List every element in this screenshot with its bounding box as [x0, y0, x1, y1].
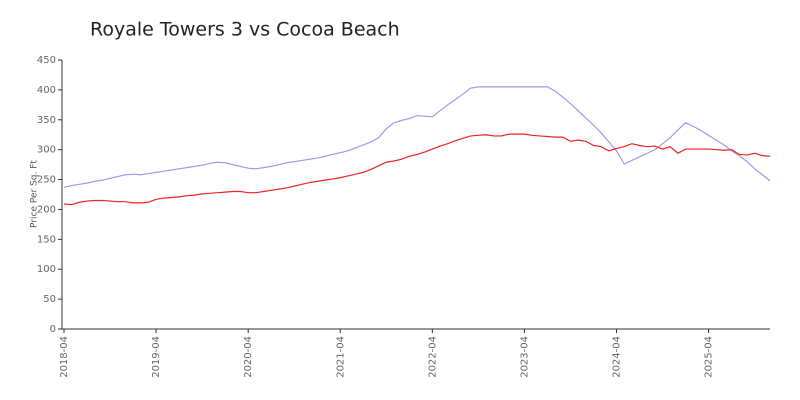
- y-tick-label: 250: [37, 175, 56, 186]
- x-tick-label: 2022-04: [427, 336, 438, 378]
- y-tick-label: 150: [37, 234, 56, 245]
- series-line: [63, 86, 771, 188]
- y-tick-label: 400: [37, 85, 56, 96]
- y-tick-label: 200: [37, 204, 56, 215]
- y-tick-label: 50: [43, 294, 56, 305]
- y-axis-label: Price Per Sq. Ft: [30, 160, 40, 228]
- y-tick-label: 450: [37, 55, 56, 66]
- x-tick-label: 2023-04: [519, 336, 530, 378]
- x-tick-label: 2018-04: [59, 336, 70, 378]
- series-line: [63, 133, 771, 206]
- y-tick-label: 350: [37, 115, 56, 126]
- x-tick-label: 2024-04: [612, 336, 623, 378]
- y-tick-label: 100: [37, 264, 56, 275]
- chart-title: Royale Towers 3 vs Cocoa Beach: [90, 19, 400, 41]
- x-tick-label: 2019-04: [151, 336, 162, 378]
- x-tick-label: 2020-04: [243, 336, 254, 378]
- x-tick-label: 2021-04: [335, 336, 346, 378]
- x-tick-label: 2025-04: [704, 336, 715, 378]
- y-tick-label: 300: [37, 145, 56, 156]
- y-tick-label: 0: [50, 324, 56, 335]
